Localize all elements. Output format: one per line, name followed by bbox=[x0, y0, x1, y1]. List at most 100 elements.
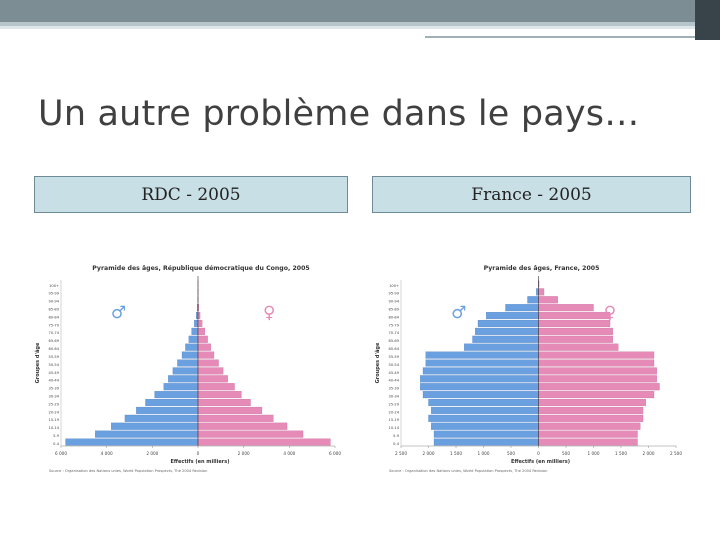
age-tick-label: 5-9 bbox=[393, 434, 400, 438]
bar-female bbox=[197, 335, 208, 343]
chart-title: Pyramide des âges, France, 2005 bbox=[484, 264, 600, 272]
age-tick-label: 55-59 bbox=[49, 355, 60, 359]
female-symbol: ♀ bbox=[604, 303, 616, 323]
age-tick-label: 60-64 bbox=[389, 347, 400, 351]
bar-female bbox=[538, 430, 638, 438]
bar-female bbox=[538, 438, 638, 446]
age-tick-label: 90-94 bbox=[49, 300, 60, 304]
age-tick-label: 15-19 bbox=[49, 418, 60, 422]
bar-male bbox=[181, 351, 199, 359]
bar-female bbox=[197, 399, 251, 407]
x-axis-label: Effectifs (en milliers) bbox=[511, 459, 570, 465]
age-tick-label: 30-34 bbox=[389, 394, 400, 398]
bar-female bbox=[197, 383, 235, 391]
age-tick-label: 20-24 bbox=[389, 410, 400, 414]
x-tick-label: 1 000 bbox=[588, 451, 600, 456]
age-tick-label: 95-99 bbox=[389, 292, 400, 296]
label-box-france: France - 2005 bbox=[372, 176, 691, 213]
bar-female bbox=[538, 335, 613, 343]
bar-male bbox=[527, 296, 539, 304]
age-tick-label: 40-44 bbox=[389, 379, 400, 383]
male-symbol: ♂ bbox=[451, 303, 466, 323]
top-decoration-bar bbox=[0, 0, 720, 40]
age-tick-label: 85-89 bbox=[49, 308, 60, 312]
bar-male bbox=[124, 414, 199, 422]
bar-female bbox=[538, 422, 641, 430]
x-tick-label: 1 500 bbox=[450, 451, 462, 456]
bar-male bbox=[420, 383, 539, 391]
age-tick-label: 0-4 bbox=[53, 442, 60, 446]
bar-male bbox=[433, 430, 539, 438]
bar-female bbox=[538, 375, 657, 383]
bar-male bbox=[111, 422, 199, 430]
age-tick-label: 55-59 bbox=[389, 355, 400, 359]
x-tick-label: 2 000 bbox=[643, 451, 655, 456]
bar-male bbox=[425, 359, 539, 367]
x-tick-label: 2 000 bbox=[146, 451, 158, 456]
age-tick-label: 45-49 bbox=[49, 371, 60, 375]
bar-male bbox=[428, 399, 539, 407]
bar-female bbox=[538, 391, 655, 399]
bar-female bbox=[197, 438, 331, 446]
age-tick-label: 100+ bbox=[49, 284, 59, 288]
age-tick-label: 80-84 bbox=[389, 315, 400, 319]
bar-male bbox=[154, 391, 199, 399]
x-tick-label: 1 500 bbox=[615, 451, 627, 456]
bar-male bbox=[168, 375, 199, 383]
bar-female bbox=[538, 406, 644, 414]
age-tick-label: 45-49 bbox=[389, 371, 400, 375]
bar-male bbox=[188, 335, 199, 343]
source-note: Source : Organisation des Nations unies,… bbox=[389, 469, 547, 473]
bar-male bbox=[486, 312, 539, 320]
bar-male bbox=[136, 406, 199, 414]
bar-female bbox=[197, 367, 224, 375]
x-tick-label: 4 000 bbox=[101, 451, 113, 456]
x-tick-label: 0 bbox=[537, 451, 540, 456]
bar-male bbox=[95, 430, 199, 438]
x-axis-label: Effectifs (en milliers) bbox=[171, 459, 230, 465]
source-note: Source : Organisation des Nations unies,… bbox=[49, 469, 207, 473]
x-tick-label: 2 500 bbox=[395, 451, 407, 456]
age-tick-label: 50-54 bbox=[49, 363, 60, 367]
age-tick-label: 20-24 bbox=[49, 410, 60, 414]
bar-female bbox=[197, 351, 215, 359]
bar-female bbox=[197, 414, 274, 422]
bar-female bbox=[197, 430, 304, 438]
age-tick-label: 40-44 bbox=[49, 379, 60, 383]
age-tick-label: 90-94 bbox=[389, 300, 400, 304]
x-tick-label: 500 bbox=[562, 451, 570, 456]
bar-male bbox=[505, 304, 539, 312]
age-tick-label: 30-34 bbox=[49, 394, 60, 398]
x-tick-label: 0 bbox=[197, 451, 200, 456]
bar-female bbox=[538, 399, 646, 407]
x-tick-label: 500 bbox=[507, 451, 515, 456]
bar-female bbox=[538, 367, 657, 375]
age-tick-label: 85-89 bbox=[389, 308, 400, 312]
x-tick-label: 1 000 bbox=[478, 451, 490, 456]
age-tick-label: 0-4 bbox=[393, 442, 400, 446]
bar-female bbox=[197, 406, 263, 414]
age-tick-label: 60-64 bbox=[49, 347, 60, 351]
age-tick-label: 10-14 bbox=[49, 426, 60, 430]
bar-female bbox=[197, 375, 228, 383]
age-tick-label: 25-29 bbox=[49, 402, 60, 406]
age-tick-label: 50-54 bbox=[389, 363, 400, 367]
bar-female bbox=[538, 359, 655, 367]
bar-male bbox=[185, 343, 199, 351]
age-tick-label: 10-14 bbox=[389, 426, 400, 430]
chart-title: Pyramide des âges, République démocratiq… bbox=[92, 264, 309, 272]
bar-female bbox=[538, 288, 545, 296]
bar-female bbox=[538, 312, 611, 320]
bar-male bbox=[422, 367, 539, 375]
age-tick-label: 25-29 bbox=[389, 402, 400, 406]
age-tick-label: 75-79 bbox=[49, 323, 60, 327]
pyramid-chart-france: Pyramide des âges, France, 2005 0-4 5-9 10-… bbox=[374, 264, 682, 473]
bar-male bbox=[431, 422, 539, 430]
x-tick-label: 6 000 bbox=[55, 451, 67, 456]
bar-male bbox=[194, 319, 199, 327]
bar-female bbox=[538, 383, 660, 391]
x-tick-label: 2 000 bbox=[238, 451, 250, 456]
pyramid-chart-rdc: Pyramide des âges, République démocratiq… bbox=[34, 264, 341, 473]
bar-male bbox=[422, 391, 539, 399]
bar-male bbox=[536, 288, 539, 296]
